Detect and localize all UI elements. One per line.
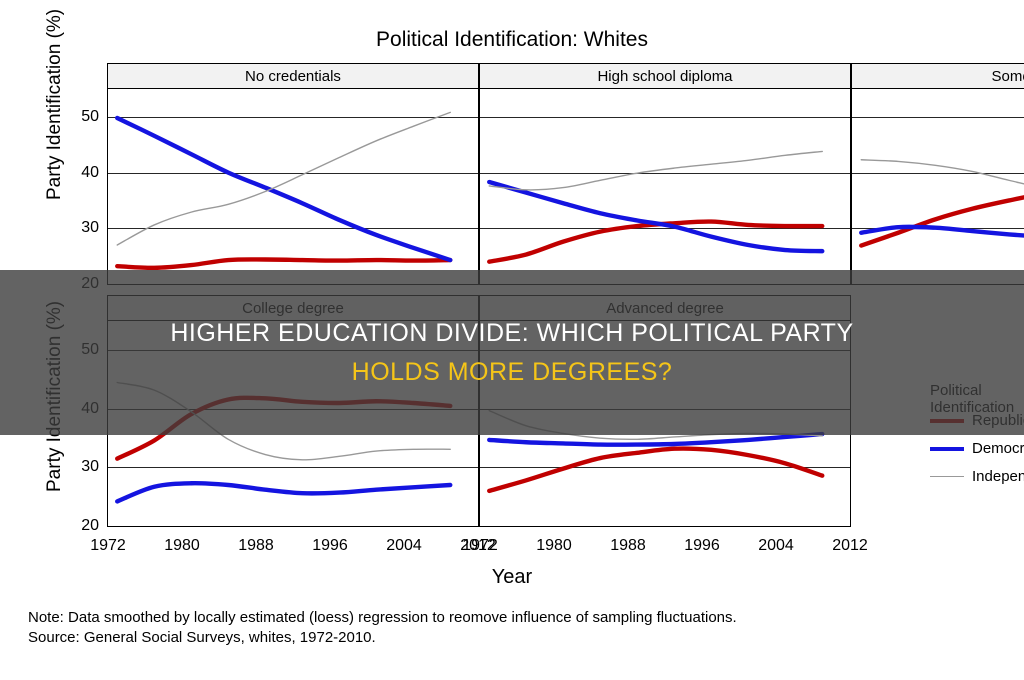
y-axis-label-top: Party Identification (%) (44, 8, 65, 200)
note-line-2: Source: General Social Surveys, whites, … (28, 629, 376, 647)
overlay-scrim (0, 270, 1024, 435)
series-line-democrat (859, 224, 1024, 238)
series-line-democrat (487, 431, 825, 447)
y-tick-label: 30 (81, 219, 99, 237)
x-tick-label: 2012 (832, 537, 868, 554)
gridline (108, 116, 478, 118)
gridline (480, 228, 850, 230)
y-tick-label: 50 (81, 107, 99, 125)
panel-strip-label: No credentials (108, 64, 478, 89)
x-tick-label: 1972 (90, 537, 126, 554)
series-line-democrat (115, 115, 453, 263)
gridline (108, 228, 478, 230)
series-line-independent (860, 159, 1024, 185)
legend-item-democrat: Democrat (930, 440, 1024, 457)
series-layer (115, 111, 453, 271)
overlay-caption: HIGHER EDUCATION DIVIDE: WHICH POLITICAL… (0, 270, 1024, 435)
x-tick-label: 2004 (758, 537, 794, 554)
x-tick-label: 1996 (684, 537, 720, 554)
y-tick-label: 20 (81, 517, 99, 534)
plot-area (852, 89, 1024, 284)
chart-title: Political Identification: Whites (376, 28, 648, 51)
gridline (108, 172, 478, 174)
series-line-independent (488, 150, 823, 191)
x-axis-label: Year (491, 566, 533, 588)
panel-no-credentials: No credentials (107, 63, 479, 285)
gridline (852, 116, 1024, 118)
series-layer (487, 150, 825, 264)
gridline (480, 116, 850, 118)
gridline (852, 172, 1024, 174)
series-layer (859, 159, 1024, 248)
plot-area (480, 89, 850, 284)
x-tick-label: 1988 (610, 537, 646, 554)
gridline (480, 467, 850, 469)
x-tick-label: 1988 (238, 537, 274, 554)
series-line-independent (116, 111, 451, 246)
legend-label-democrat: Democrat (972, 440, 1024, 457)
gridline (108, 467, 478, 469)
series-line-democrat (115, 480, 453, 504)
x-tick-label: 1972 (462, 537, 498, 554)
x-tick-label: 2004 (386, 537, 422, 554)
plot-area (108, 89, 478, 284)
overlay-line-1: HIGHER EDUCATION DIVIDE: WHICH POLITICAL… (170, 318, 854, 347)
overlay-line-2: HOLDS MORE DEGREES? (351, 357, 673, 386)
x-tick-label: 1980 (536, 537, 572, 554)
panel-strip-label: High school diploma (480, 64, 850, 89)
series-line-republican (487, 446, 825, 494)
series-line-republican (115, 257, 453, 271)
y-tick-label: 30 (81, 458, 99, 476)
x-tick-label: 1996 (312, 537, 348, 554)
x-tick-label: 2012 (460, 537, 496, 554)
series-line-republican (859, 195, 1024, 248)
series-line-democrat (487, 179, 825, 254)
x-tick-label: 1980 (164, 537, 200, 554)
y-tick-label: 40 (81, 163, 99, 181)
gridline (480, 172, 850, 174)
note-line-1: Note: Data smoothed by locally estimated… (28, 609, 737, 626)
chart-note: Note: Data smoothed by locally estimated… (28, 608, 1008, 649)
legend-item-independent: Independent (930, 468, 1024, 485)
panel-strip-label: Some college (852, 64, 1024, 89)
panel-some-college: Some college (851, 63, 1024, 285)
legend-label-independent: Independent (972, 468, 1024, 485)
series-line-republican (487, 219, 825, 264)
panel-high-school-diploma: High school diploma (479, 63, 851, 285)
legend-swatch-independent (930, 476, 964, 477)
legend-swatch-democrat (930, 446, 964, 451)
